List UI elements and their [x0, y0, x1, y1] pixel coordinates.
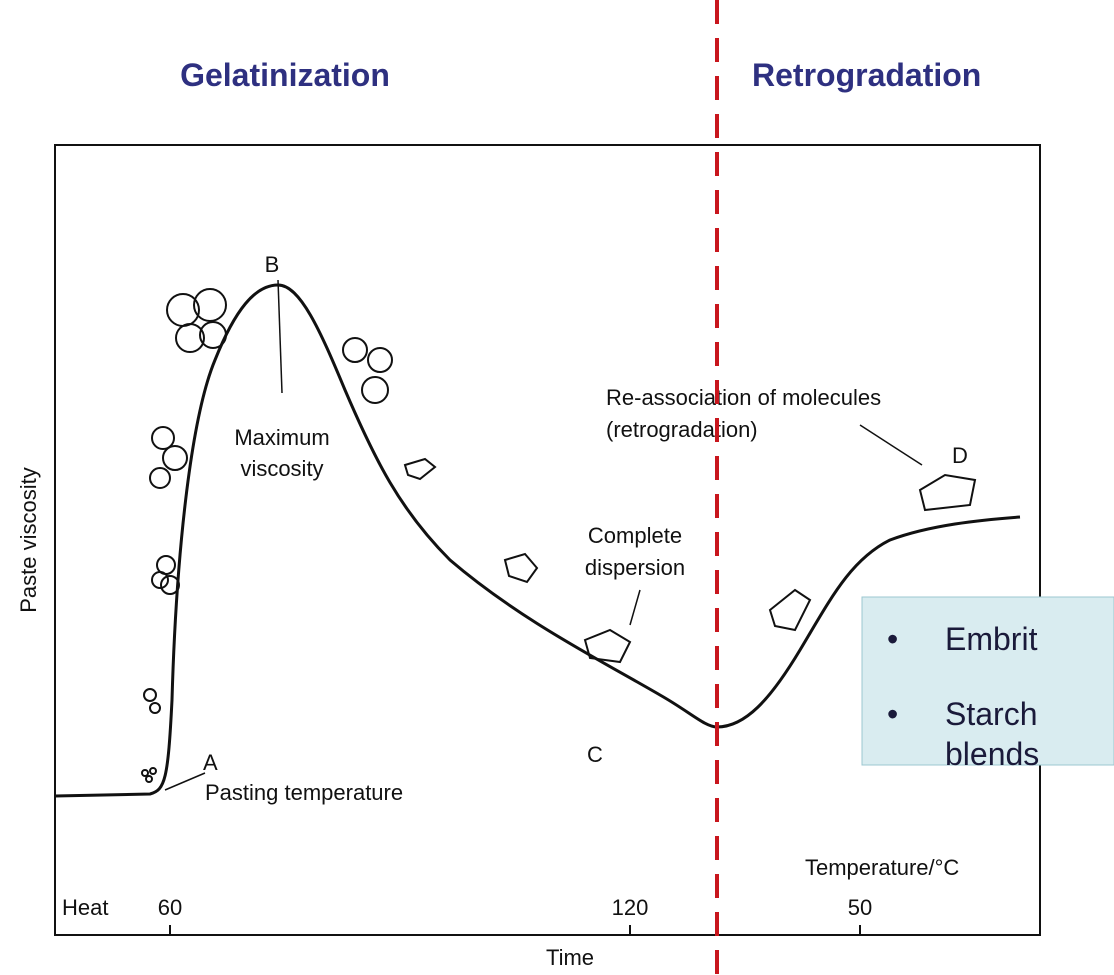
bullet-text: blends [945, 736, 1039, 772]
annotation: dispersion [585, 555, 685, 580]
annotation: Pasting temperature [205, 780, 403, 805]
leader [278, 280, 282, 393]
x-axis-label: Time [546, 945, 594, 970]
axis-mark: Heat [62, 895, 108, 920]
bullet-text: Starch [945, 696, 1037, 732]
leader [165, 773, 205, 790]
annotation: Maximum [234, 425, 329, 450]
slide: Gelatinization Retrogradation B A C D Pa… [0, 0, 1114, 975]
annotation: viscosity [240, 456, 323, 481]
header-left: Gelatinization [180, 57, 390, 93]
axis-mark: 60 [158, 895, 182, 920]
point-label: C [587, 742, 603, 767]
annotation: Re-association of molecules [606, 385, 881, 410]
leader [630, 590, 640, 625]
granule-sketches [142, 289, 975, 782]
point-label: A [203, 750, 218, 775]
axis-mark: 50 [848, 895, 872, 920]
axis-mark: 120 [612, 895, 649, 920]
point-label: B [265, 252, 280, 277]
header-right: Retrogradation [752, 57, 981, 93]
bullet-marker: • [887, 621, 898, 657]
bullet-marker: • [887, 696, 898, 732]
annotation: Complete [588, 523, 682, 548]
point-label: D [952, 443, 968, 468]
temperature-label: Temperature/°C [805, 855, 959, 880]
y-axis-label: Paste viscosity [16, 467, 41, 613]
bullet-text: Embrit [945, 621, 1038, 657]
annotation: (retrogradation) [606, 417, 758, 442]
leader [860, 425, 922, 465]
